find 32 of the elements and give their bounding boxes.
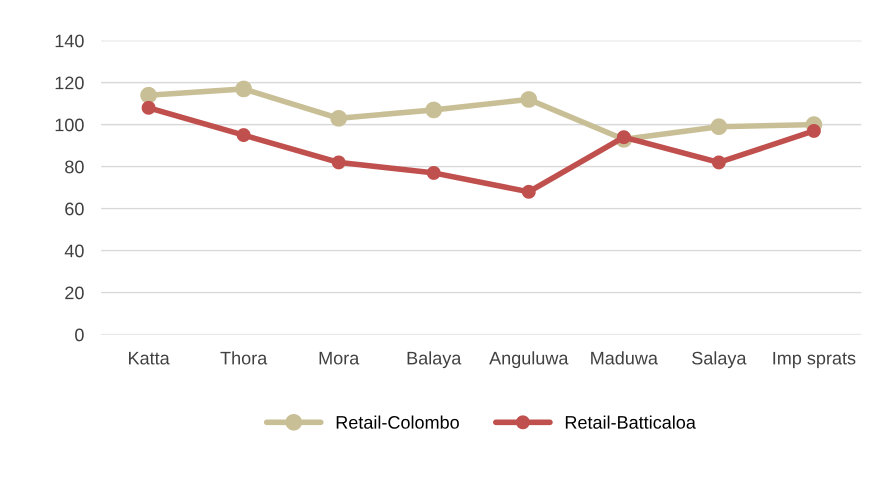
legend-label: Retail-Colombo [336, 416, 459, 429]
legend-label: Retail-Batticaloa [566, 416, 696, 429]
point [425, 102, 442, 118]
x-tick-label: Imp sprats [773, 352, 856, 368]
point [522, 184, 536, 199]
x-tick-label: Anguluwa [489, 351, 568, 368]
y-tick-label: 120 [56, 76, 84, 90]
y-tick-label: 40 [64, 244, 84, 258]
y-tick-label: 20 [65, 286, 84, 300]
point [235, 80, 252, 98]
point [332, 155, 346, 170]
point [426, 166, 441, 180]
point [140, 86, 157, 104]
point [330, 110, 348, 127]
x-tick-label: Salaya [692, 351, 746, 368]
point [806, 124, 821, 138]
point [520, 91, 538, 108]
point [710, 118, 728, 136]
point [712, 155, 726, 170]
point [616, 130, 631, 144]
y-tick-label: 140 [56, 34, 84, 48]
y-tick-label: 100 [56, 118, 84, 132]
x-tick-label: Mora [320, 352, 360, 365]
x-tick-label: Maduwa [591, 351, 658, 365]
point [142, 100, 156, 115]
y-tick-label: 80 [65, 160, 84, 174]
y-tick-label: 60 [65, 202, 84, 216]
x-tick-label: Thora [220, 351, 268, 365]
y-tick-label: 0 [75, 328, 84, 342]
x-tick-label: Katta [129, 352, 170, 365]
point [236, 128, 251, 142]
x-tick-label: Balaya [408, 351, 462, 368]
